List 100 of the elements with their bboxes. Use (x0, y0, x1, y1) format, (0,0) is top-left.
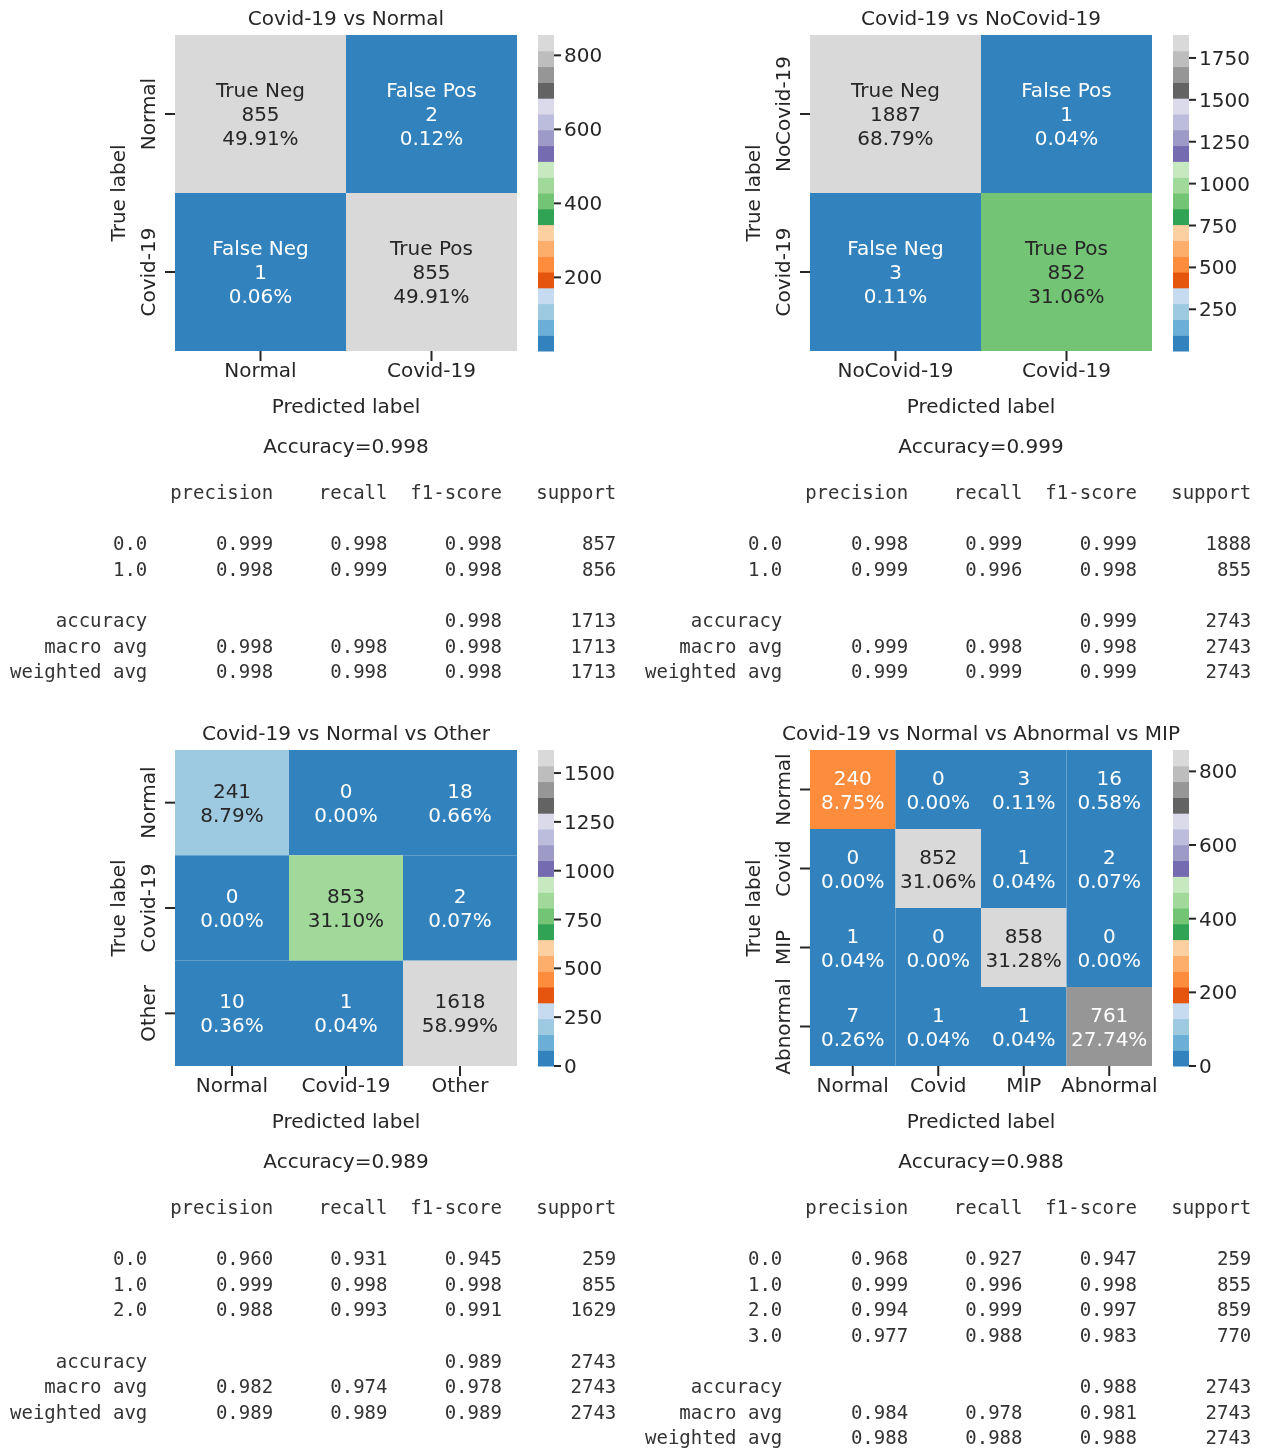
data-label: 858 31.28% (985, 923, 1062, 972)
y-tick-label: NoCovid-19 (771, 55, 795, 173)
data-label: 1 0.04% (820, 923, 885, 972)
color-bar-label: 250 (564, 1005, 603, 1030)
color-bar-label: 1000 (564, 858, 615, 883)
y-axis-title: True label (106, 144, 131, 243)
text: 0.0 0.999 0.998 0.998 857 (111, 531, 617, 557)
text: precision recall f1-score support (169, 480, 617, 505)
x-axis-title: Predicted label (271, 394, 421, 418)
text: Accuracy=0.988 (897, 1149, 1065, 1173)
x-tick-label: Normal (224, 358, 297, 383)
data-label: 0 0.00% (200, 884, 264, 932)
x-tick-label: Normal (816, 1073, 889, 1098)
chart-title: Covid-19 vs NoCovid-19 (859, 6, 1103, 30)
data-label: True Pos 855 49.91% (389, 236, 473, 308)
x-tick-label: Covid-19 (1022, 358, 1111, 383)
x-tick-label: NoCovid-19 (837, 358, 954, 383)
text: macro avg 0.998 0.998 0.998 1713 (43, 633, 617, 659)
data-label: 0 0.00% (1077, 923, 1142, 972)
text: precision recall f1-score support (169, 1195, 617, 1220)
data-label: 1 0.04% (314, 989, 378, 1038)
color-bar-label: 0 (1199, 1054, 1212, 1078)
text: macro avg 0.999 0.998 0.998 2743 (678, 633, 1252, 659)
data-label: 2 0.07% (1077, 844, 1142, 893)
color-bar-label: 1500 (564, 761, 615, 786)
text: weighted avg 0.999 0.999 0.999 2743 (645, 659, 1252, 685)
text: accuracy 0.999 2743 (689, 607, 1252, 633)
color-bar-label: 600 (1199, 833, 1238, 858)
text: accuracy 0.989 2743 (54, 1348, 617, 1374)
color-bar-label: 1750 (1199, 45, 1250, 70)
color-bar-label: 1250 (564, 809, 615, 834)
chart-title: Covid-19 vs Normal vs Other (200, 721, 491, 745)
data-label: 3 0.11% (991, 765, 1056, 814)
text: 2.0 0.994 0.999 0.997 859 (746, 1297, 1252, 1323)
text: 2.0 0.988 0.993 0.991 1629 (111, 1297, 617, 1323)
color-bar-label: 200 (1199, 980, 1238, 1005)
text: accuracy 0.998 1713 (54, 607, 617, 633)
color-bar-label: 250 (1199, 297, 1238, 322)
color-bar-label: 600 (564, 117, 603, 142)
text: 0.0 0.998 0.999 0.999 1888 (746, 531, 1252, 557)
data-label: 241 8.79% (200, 778, 264, 827)
data-label: 0 0.00% (314, 778, 378, 827)
y-tick-label: Normal (771, 753, 795, 826)
data-label: 1618 58.99% (421, 989, 499, 1038)
color-bar-label: 800 (564, 43, 603, 68)
text: Accuracy=0.989 (262, 1149, 430, 1173)
text: 1.0 0.999 0.998 0.998 855 (111, 1271, 617, 1297)
x-tick-label: Covid-19 (387, 358, 476, 383)
color-bar-label: 0 (564, 1054, 577, 1078)
color-bar-label: 200 (564, 265, 603, 290)
data-label: 0 0.00% (906, 765, 971, 814)
data-label: False Neg 1 0.06% (212, 236, 309, 308)
data-label: True Neg 855 49.91% (215, 78, 305, 150)
data-label: False Pos 1 0.04% (1021, 78, 1112, 150)
data-label: 2 0.07% (428, 884, 492, 932)
data-label: 10 0.36% (200, 989, 264, 1038)
data-label: 761 27.74% (1071, 1002, 1148, 1051)
text: macro avg 0.982 0.974 0.978 2743 (43, 1374, 617, 1400)
y-tick-label: Normal (136, 77, 160, 151)
x-axis-title: Predicted label (906, 1109, 1056, 1133)
y-tick-label: Covid-19 (136, 227, 160, 317)
y-tick-label: Covid (771, 840, 795, 897)
text: precision recall f1-score support (804, 1195, 1252, 1220)
text: 0.0 0.968 0.927 0.947 259 (746, 1246, 1252, 1272)
color-bar-label: 400 (1199, 906, 1238, 931)
x-axis-title: Predicted label (271, 1109, 421, 1133)
data-label: 0 0.00% (906, 923, 971, 972)
color-bar-label: 500 (1199, 255, 1238, 280)
x-tick-label: Covid-19 (301, 1073, 391, 1098)
text: weighted avg 0.998 0.998 0.998 1713 (10, 659, 617, 685)
y-axis-title: True label (106, 859, 131, 958)
color-bar-label: 1500 (1199, 87, 1250, 112)
data-label: 1 0.04% (991, 1002, 1056, 1051)
data-label: 1 0.04% (906, 1002, 971, 1051)
color-bar-label: 400 (564, 191, 603, 216)
y-tick-label: Normal (136, 766, 160, 839)
data-label: 7 0.26% (820, 1002, 885, 1051)
color-bar-label: 800 (1199, 759, 1238, 784)
x-tick-label: Covid (910, 1073, 967, 1098)
text: Accuracy=0.999 (897, 434, 1065, 458)
y-axis-title: True label (741, 144, 766, 243)
chart-title: Covid-19 vs Normal vs Abnormal vs MIP (781, 721, 1181, 745)
text: weighted avg 0.989 0.989 0.989 2743 (10, 1399, 617, 1425)
x-tick-label: Abnormal (1061, 1073, 1158, 1098)
color-bar-label: 750 (1199, 213, 1238, 238)
x-tick-label: Normal (195, 1073, 269, 1098)
text: 0.0 0.960 0.931 0.945 259 (111, 1246, 617, 1272)
color-bar-label: 1250 (1199, 129, 1250, 154)
data-label: False Neg 3 0.11% (847, 236, 944, 308)
data-label: 1 0.04% (991, 844, 1056, 893)
text: 1.0 0.999 0.996 0.998 855 (746, 556, 1252, 582)
color-bar-label: 750 (564, 907, 603, 932)
text: macro avg 0.984 0.978 0.981 2743 (678, 1399, 1252, 1425)
text: Accuracy=0.998 (262, 434, 430, 458)
chart-title: Covid-19 vs Normal (246, 6, 446, 30)
x-tick-label: MIP (1006, 1073, 1042, 1098)
data-label: 16 0.58% (1077, 765, 1142, 814)
text: weighted avg 0.988 0.988 0.988 2743 (645, 1425, 1252, 1451)
text: accuracy 0.988 2743 (689, 1374, 1252, 1400)
data-label: 0 0.00% (820, 844, 885, 893)
